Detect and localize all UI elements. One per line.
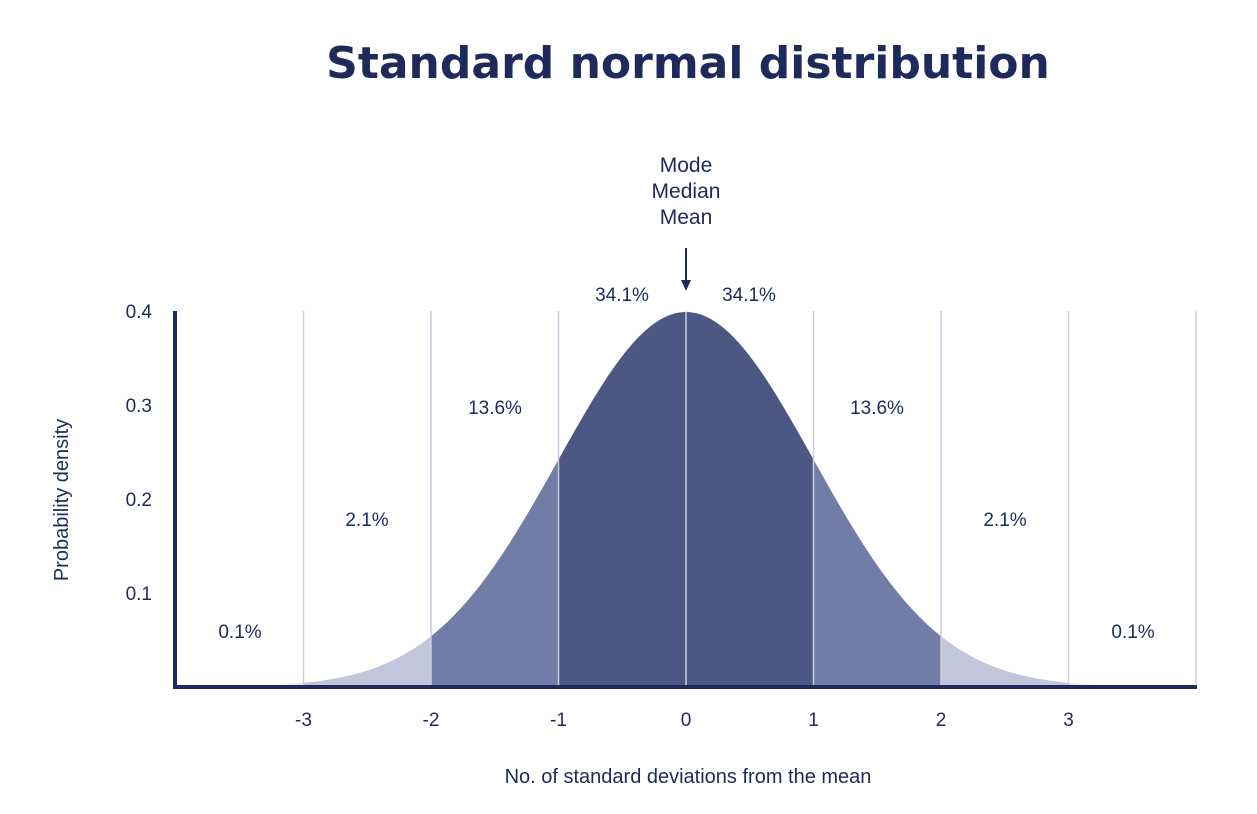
region-5	[686, 311, 814, 687]
region-3	[431, 459, 559, 687]
y-tick-label: 0.1	[126, 584, 152, 605]
percent-label: 2.1%	[983, 510, 1026, 531]
region-7	[941, 636, 1069, 687]
x-tick-label: -2	[423, 710, 440, 731]
percent-label: 0.1%	[218, 622, 261, 643]
x-tick-label: -1	[550, 710, 567, 731]
y-tick-labels: 0.1 0.2 0.3 0.4	[126, 302, 153, 605]
annotation-arrow-head	[681, 280, 691, 291]
x-tick-label: 1	[808, 710, 819, 731]
region-4	[558, 311, 686, 687]
y-tick-label: 0.2	[126, 490, 152, 511]
x-axis-label: No. of standard deviations from the mean	[505, 766, 872, 788]
mode-median-mean-annotation: Mode Median Mean	[652, 154, 721, 291]
chart-title: Standard normal distribution	[326, 38, 1050, 89]
x-tick-label: -3	[295, 710, 312, 731]
gridlines	[302, 311, 1197, 687]
regions	[176, 311, 1196, 687]
percent-label: 34.1%	[595, 285, 649, 306]
x-tick-label: 0	[681, 710, 692, 731]
x-tick-label: 3	[1063, 710, 1074, 731]
percent-label: 0.1%	[1111, 622, 1154, 643]
region-6	[813, 459, 941, 687]
annotation-line: Mode	[660, 154, 713, 177]
percent-labels: 0.1% 2.1% 13.6% 34.1% 34.1% 13.6% 2.1% 0.1%	[218, 285, 1154, 643]
y-axis-label: Probability density	[51, 419, 73, 581]
x-tick-labels: -3 -2 -1 0 1 2 3	[295, 710, 1074, 731]
annotation-line: Median	[652, 180, 721, 203]
x-tick-label: 2	[936, 710, 947, 731]
axes	[173, 311, 1197, 689]
percent-label: 13.6%	[850, 398, 904, 419]
percent-label: 13.6%	[468, 398, 522, 419]
percent-label: 34.1%	[722, 285, 776, 306]
percent-label: 2.1%	[345, 510, 388, 531]
region-2	[303, 636, 431, 687]
y-tick-label: 0.3	[126, 396, 152, 417]
y-tick-label: 0.4	[126, 302, 153, 323]
annotation-line: Mean	[660, 206, 713, 229]
